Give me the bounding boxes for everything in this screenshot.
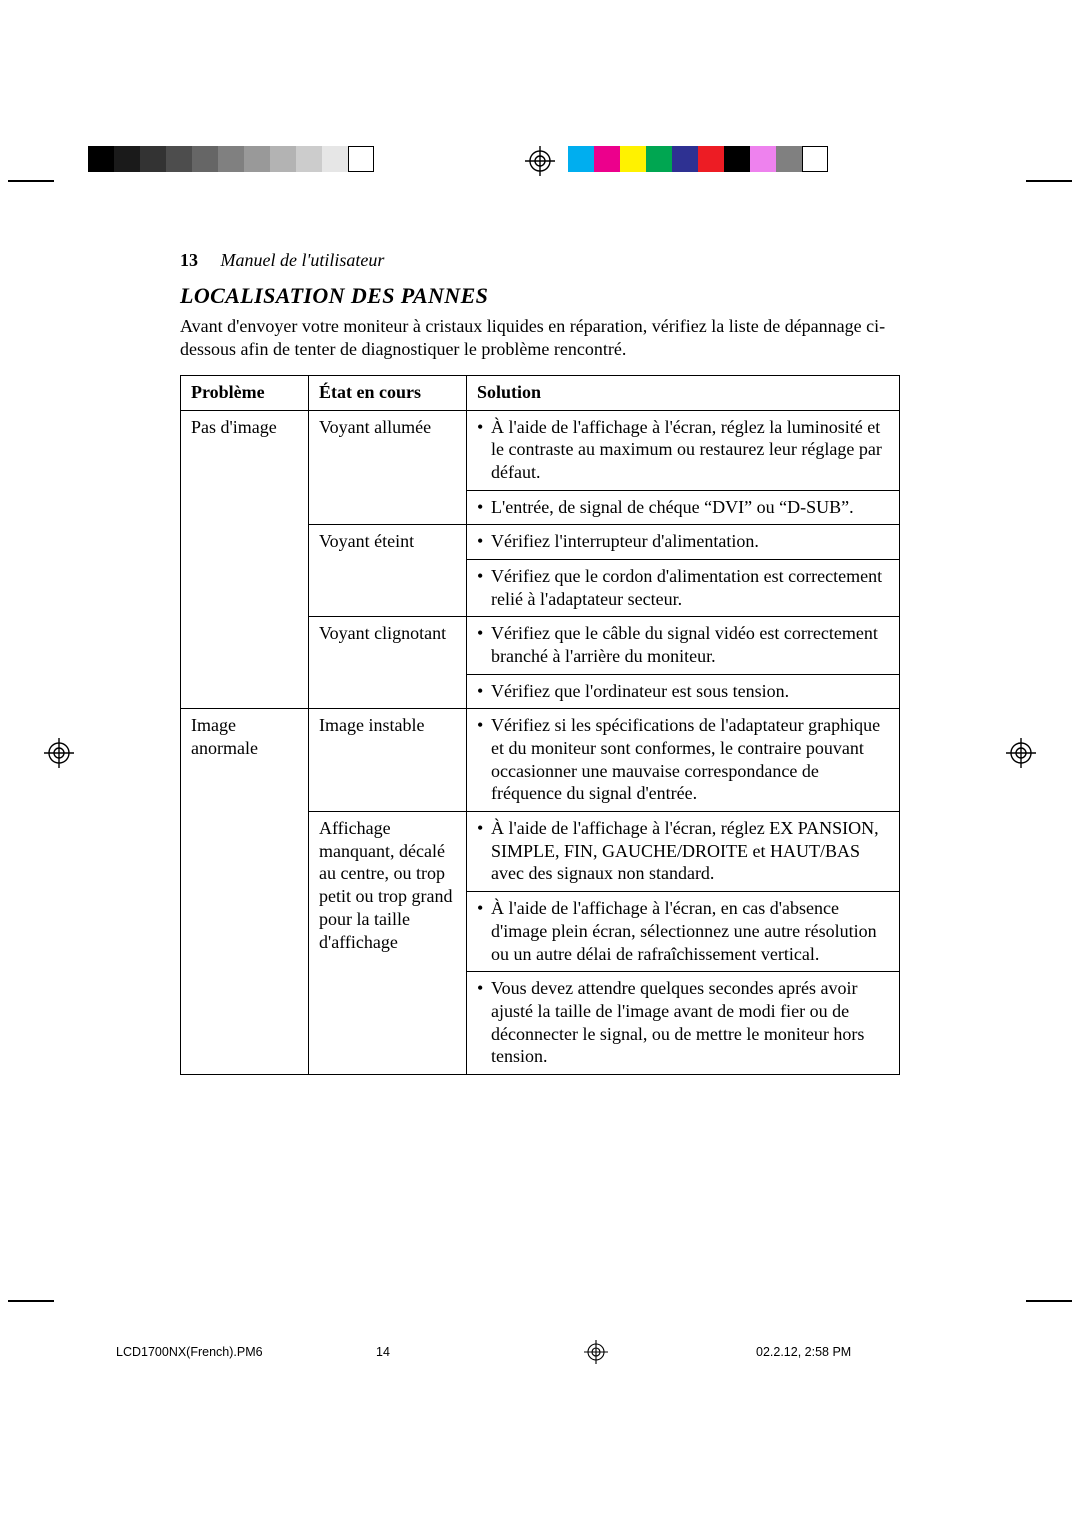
cell-etat: Image instable [309,709,467,812]
col-header-probleme: Problème [181,376,309,411]
gray-swatch [244,146,270,172]
color-ramp [568,146,828,172]
color-swatch [724,146,750,172]
color-swatch [646,146,672,172]
cell-solution: •Vérifiez que le cordon d'alimentation e… [467,560,900,617]
footer-datetime: 02.2.12, 2:58 PM [696,1345,966,1359]
page-footer: LCD1700NX(French).PM6 14 02.2.12, 2:58 P… [116,1340,966,1364]
cell-solution: •À l'aide de l'affichage à l'écran, en c… [467,892,900,972]
gray-swatch [296,146,322,172]
col-header-solution: Solution [467,376,900,411]
troubleshooting-table: Problème État en cours Solution Pas d'im… [180,375,900,1075]
color-swatch [750,146,776,172]
table-row: Pas d'imageVoyant allumée•À l'aide de l'… [181,410,900,490]
grayscale-ramp [88,146,374,172]
cell-etat: Voyant allumée [309,410,467,525]
color-swatch [672,146,698,172]
page-content: 13 Manuel de l'utilisateur LOCALISATION … [180,250,900,1075]
cell-solution: •À l'aide de l'affichage à l'écran, régl… [467,812,900,892]
gray-swatch [218,146,244,172]
table-row: Image anormaleImage instable•Vérifiez si… [181,709,900,812]
color-swatch [776,146,802,172]
gray-swatch [270,146,296,172]
cell-solution: •Vérifiez que le câble du signal vidéo e… [467,617,900,674]
footer-filename: LCD1700NX(French).PM6 [116,1345,376,1359]
cell-etat: Voyant éteint [309,525,467,617]
color-swatch [568,146,594,172]
cell-etat: Affichage manquant, décalé au centre, ou… [309,812,467,1075]
color-swatch [594,146,620,172]
gray-swatch [348,146,374,172]
crop-mark [8,180,54,182]
footer-page: 14 [376,1345,496,1359]
cell-etat: Voyant clignotant [309,617,467,709]
cell-solution: •Vous devez attendre quelques secondes a… [467,972,900,1075]
crop-mark [8,1300,54,1302]
color-swatch [802,146,828,172]
cell-solution: •L'entrée, de signal de chéque “DVI” ou … [467,490,900,525]
color-swatch [698,146,724,172]
gray-swatch [192,146,218,172]
gray-swatch [166,146,192,172]
manual-page: 13 Manuel de l'utilisateur LOCALISATION … [0,0,1080,1528]
registration-mark-icon [525,146,555,176]
gray-swatch [88,146,114,172]
registration-mark-icon [496,1340,696,1364]
crop-mark [1026,1300,1072,1302]
cell-probleme: Image anormale [181,709,309,1074]
section-heading: LOCALISATION DES PANNES [180,283,900,309]
col-header-etat: État en cours [309,376,467,411]
page-number: 13 [180,250,198,270]
registration-mark-icon [1006,738,1036,773]
gray-swatch [322,146,348,172]
cell-solution: •À l'aide de l'affichage à l'écran, régl… [467,410,900,490]
cell-probleme: Pas d'image [181,410,309,709]
running-head: 13 Manuel de l'utilisateur [180,250,900,271]
cell-solution: •Vérifiez l'interrupteur d'alimentation. [467,525,900,560]
running-title: Manuel de l'utilisateur [221,250,385,270]
registration-mark-icon [44,738,74,773]
color-swatch [620,146,646,172]
cell-solution: •Vérifiez que l'ordinateur est sous tens… [467,674,900,709]
cell-solution: •Vérifiez si les spécifications de l'ada… [467,709,900,812]
gray-swatch [140,146,166,172]
crop-mark [1026,180,1072,182]
intro-paragraph: Avant d'envoyer votre moniteur à cristau… [180,315,900,361]
gray-swatch [114,146,140,172]
